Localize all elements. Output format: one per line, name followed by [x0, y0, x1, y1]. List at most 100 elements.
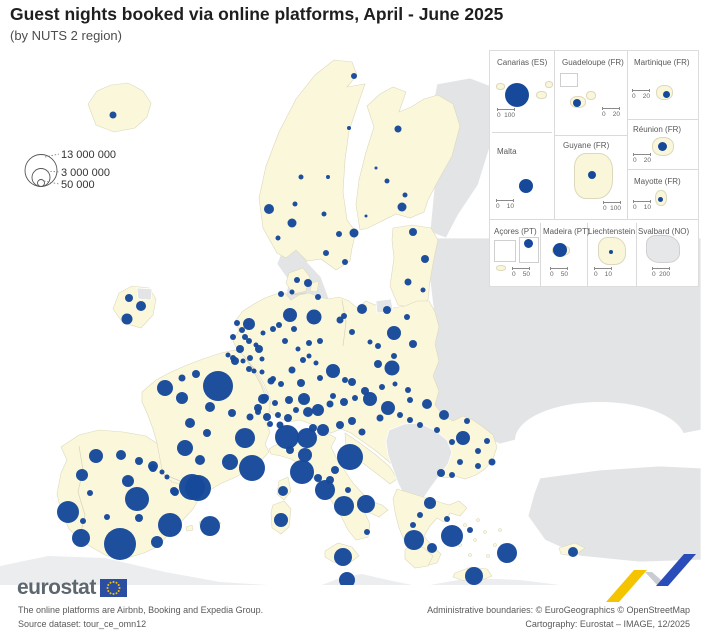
divider — [627, 119, 698, 120]
map-symbol — [260, 330, 266, 336]
map-symbol — [317, 338, 323, 344]
map-symbol — [326, 175, 330, 179]
map-symbol — [397, 202, 407, 212]
map-symbol — [240, 358, 246, 364]
scale-bar: 0 10 — [496, 199, 514, 210]
map-symbol — [239, 455, 265, 481]
inset-symbol-canarias — [505, 83, 529, 107]
inset-symbol-madeira — [553, 243, 567, 257]
map-symbol — [342, 377, 348, 383]
island-shape — [496, 83, 505, 90]
map-symbol — [178, 374, 186, 382]
map-symbol — [352, 395, 358, 401]
map-symbol — [381, 401, 395, 415]
map-symbol — [342, 259, 348, 265]
map-symbol — [336, 316, 344, 324]
map-symbol — [298, 174, 304, 180]
map-symbol — [484, 438, 490, 444]
landmass-northern-ireland — [136, 287, 153, 301]
inset-symbol-acores — [523, 238, 533, 248]
inset-label-svalbard: Svalbard (NO) — [638, 227, 690, 236]
map-symbol — [253, 342, 259, 348]
map-symbol — [263, 413, 271, 421]
map-symbol — [457, 459, 463, 465]
map-symbol — [309, 424, 317, 432]
map-symbol — [404, 314, 410, 320]
map-symbol — [379, 384, 385, 390]
map-symbol — [422, 399, 432, 409]
map-symbol — [456, 431, 470, 445]
inset-symbol-mayotte — [657, 196, 663, 202]
divider — [587, 223, 588, 286]
inset-symbol-reunion — [657, 141, 667, 151]
map-symbol — [284, 414, 292, 422]
map-symbol — [264, 204, 274, 214]
map-symbol — [255, 409, 261, 415]
map-symbol — [424, 497, 436, 509]
map-symbol — [384, 360, 400, 376]
non-eu-overlays — [136, 287, 453, 505]
inset-symbol-guadeloupe — [573, 99, 581, 107]
map-symbol — [225, 352, 231, 358]
landmass-france — [141, 349, 272, 493]
map-symbol — [417, 422, 423, 428]
map-symbol — [282, 338, 288, 344]
legend-label-mid: 3 000 000 — [61, 167, 110, 179]
map-symbol — [278, 381, 284, 387]
map-symbol — [317, 424, 329, 436]
map-symbol — [290, 460, 314, 484]
credit-boundaries: Administrative boundaries: © EuroGeograp… — [427, 605, 690, 615]
divider — [627, 169, 698, 170]
scale-bar: 0 10 — [594, 267, 612, 278]
map-symbol — [104, 528, 136, 560]
map-symbol — [246, 413, 254, 421]
map-symbol — [464, 418, 470, 424]
map-symbol — [135, 457, 143, 465]
map-symbol — [121, 313, 133, 325]
map-symbol — [330, 393, 336, 399]
landmass-finland — [355, 86, 461, 231]
map-symbol — [267, 421, 273, 427]
inset-label-acores: Açores (PT) — [494, 227, 537, 236]
map-symbol — [234, 320, 240, 326]
map-symbol — [467, 527, 473, 533]
map-symbol — [336, 421, 344, 429]
map-symbol — [242, 334, 248, 340]
inset-label-guyane: Guyane (FR) — [563, 141, 610, 150]
map-symbol — [407, 397, 413, 403]
map-symbol — [72, 529, 90, 547]
inset-label-guadeloupe: Guadeloupe (FR) — [562, 58, 624, 67]
map-symbol — [314, 474, 322, 482]
map-symbol — [421, 255, 429, 263]
map-symbol — [345, 487, 351, 493]
map-symbol — [87, 490, 93, 496]
landmass-norway-sweden — [258, 59, 366, 271]
map-symbol — [203, 371, 233, 401]
island-shape — [496, 265, 506, 271]
map-symbol — [348, 378, 356, 386]
map-symbol — [405, 387, 411, 393]
divider — [636, 223, 637, 286]
landmass-baltics — [389, 224, 439, 309]
map-symbol — [286, 446, 294, 454]
island-shape — [560, 73, 578, 87]
map-symbol — [397, 412, 403, 418]
map-symbol — [231, 357, 239, 365]
map-symbol — [125, 294, 133, 302]
map-symbol — [410, 522, 416, 528]
inset-label-canarias: Canarias (ES) — [497, 58, 548, 67]
scale-bar: 0 100 — [603, 201, 621, 212]
divider — [492, 132, 552, 133]
island-shape — [494, 240, 516, 262]
map-symbol — [349, 329, 355, 335]
non-eu-south — [527, 465, 701, 563]
landmass-iceland — [87, 82, 152, 133]
map-symbol — [409, 340, 417, 348]
map-symbol — [170, 487, 178, 495]
ribbon-yellow — [606, 570, 647, 602]
map-symbol — [247, 355, 253, 361]
map-symbol — [246, 338, 252, 344]
map-symbol — [407, 417, 413, 423]
map-symbol — [288, 366, 296, 374]
map-symbol — [409, 228, 417, 236]
